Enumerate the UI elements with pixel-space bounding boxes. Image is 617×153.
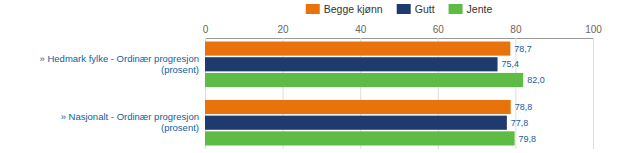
data-label: 75,4	[502, 59, 520, 69]
y-tick-label-line: (prosent)	[106, 64, 199, 75]
legend-swatch	[449, 4, 463, 14]
x-tick: 100	[585, 24, 602, 149]
legend-swatch	[306, 4, 320, 14]
bar	[205, 73, 523, 87]
data-label: 82,0	[527, 75, 545, 85]
bar	[205, 131, 515, 145]
legend: Begge kjønn Gutt Jente	[306, 3, 493, 15]
x-tick-label: 60	[433, 24, 445, 35]
legend-label: Begge kjønn	[324, 3, 383, 15]
bar	[205, 42, 510, 56]
y-tick-label-line: (prosent)	[106, 122, 199, 133]
y-axis: » Hedmark fylke - Ordinær progresjon (pr…	[40, 53, 199, 133]
grid-line	[593, 38, 594, 149]
bars	[205, 42, 523, 146]
y-tick-label-line: » Nasjonalt - Ordinær progresjon	[61, 111, 199, 122]
x-tick-label: 20	[278, 24, 290, 35]
x-tick-label: 40	[355, 24, 367, 35]
bar	[205, 116, 507, 130]
legend-label: Gutt	[415, 3, 435, 15]
legend-label: Jente	[467, 3, 493, 15]
x-tick-label: 100	[585, 24, 602, 35]
data-label: 77,8	[511, 118, 529, 128]
y-tick: » Nasjonalt - Ordinær progresjon (prosen…	[61, 111, 199, 133]
y-tick-label: » Nasjonalt - Ordinær progresjon (prosen…	[61, 111, 199, 133]
legend-item: Gutt	[397, 3, 435, 15]
chart: 0 20 40 60 80 100 » Hedmark fylke - Ordinær pr…	[0, 0, 617, 153]
x-tick-label: 0	[203, 24, 209, 35]
plot: 0 20 40 60 80 100 » Hedmark fylke - Ordinær pr…	[40, 24, 603, 149]
legend-item: Begge kjønn	[306, 3, 383, 15]
x-tick-label: 80	[510, 24, 522, 35]
bar	[205, 57, 498, 71]
data-labels: 78,7 78,8 75,4 77,8 82,0 79,8	[502, 44, 545, 144]
y-tick: » Hedmark fylke - Ordinær progresjon (pr…	[40, 53, 199, 75]
legend-swatch	[397, 4, 411, 14]
bar	[205, 100, 511, 114]
data-label: 79,8	[519, 134, 537, 144]
data-label: 78,8	[515, 102, 533, 112]
grid-line	[515, 38, 516, 149]
y-tick-label-line: » Hedmark fylke - Ordinær progresjon	[40, 53, 199, 64]
y-tick-label: » Hedmark fylke - Ordinær progresjon (pr…	[40, 53, 199, 75]
x-axis-line	[206, 39, 594, 150]
legend-item: Jente	[449, 3, 493, 15]
data-label: 78,7	[514, 44, 532, 54]
x-axis: 0 20 40 60 80 100	[203, 24, 603, 149]
